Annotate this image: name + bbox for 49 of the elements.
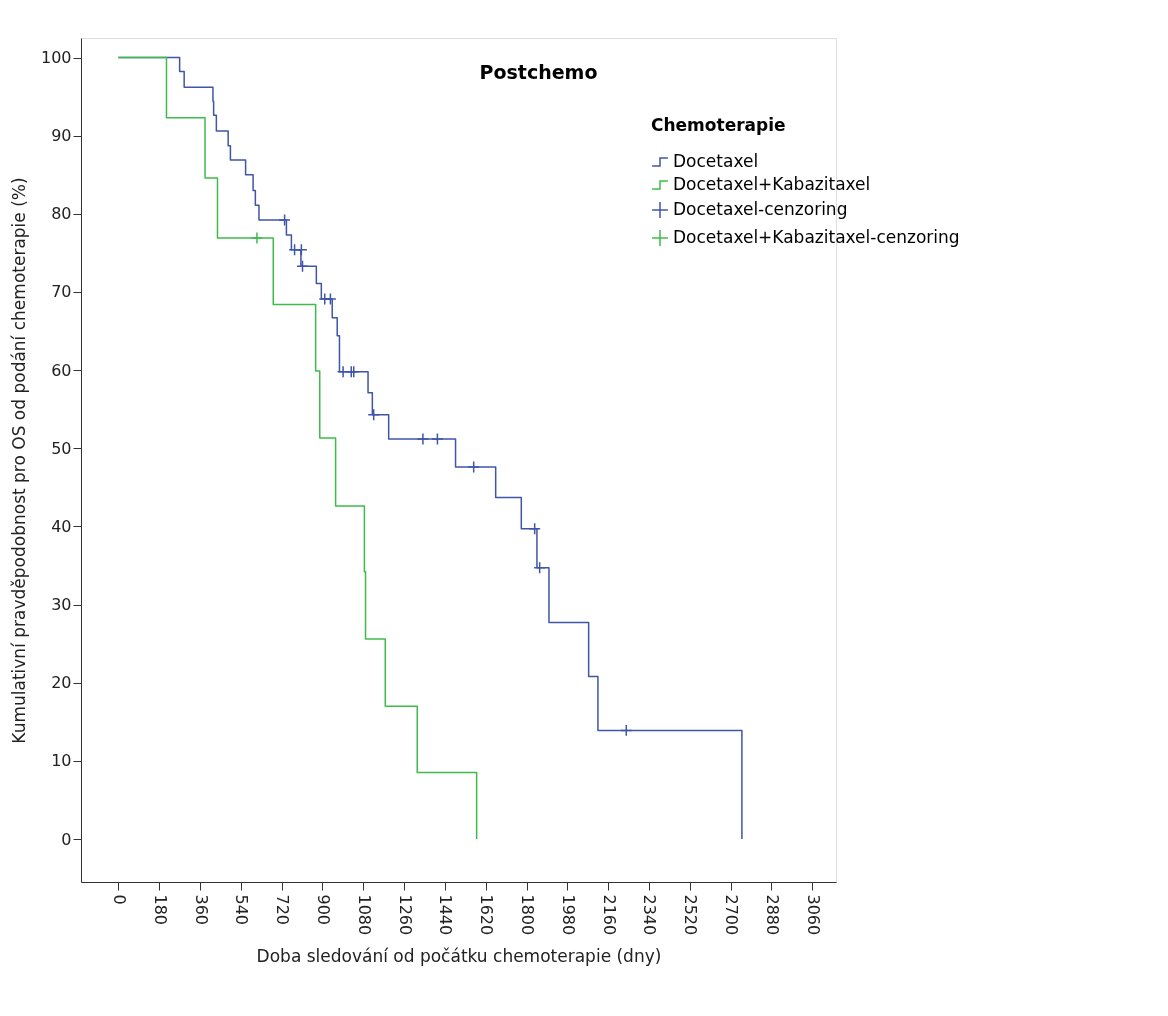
x-tick-label: 3060 [803, 894, 823, 936]
text: Postchemo [479, 61, 598, 83]
x-tick-label: 900 [313, 894, 333, 926]
point [620, 724, 633, 737]
legend-label: Docetaxel [673, 151, 759, 171]
y-tick-label: 60 [51, 360, 72, 380]
y-tick-label: 50 [51, 438, 72, 458]
point [467, 460, 480, 474]
point [367, 408, 380, 421]
x-tick-label: 1080 [354, 894, 374, 936]
x-tick-label: 720 [273, 894, 293, 926]
x-tick-label: 2520 [681, 894, 701, 936]
y-tick-label: 90 [51, 126, 72, 146]
y-tick-label: 100 [40, 48, 72, 68]
x-tick-label: 2340 [640, 894, 660, 936]
point [278, 213, 291, 227]
legend-label: Docetaxel-cenzoring [673, 199, 848, 219]
x-tick-label: 0 [109, 894, 129, 905]
point [416, 432, 430, 446]
y-axis-title: Kumulativní pravděpodobnost pro OS od podání chemoterapie (%) [8, 177, 29, 744]
y-tick-label: 10 [51, 751, 72, 771]
point [324, 292, 337, 306]
x-tick-label: 2700 [722, 894, 742, 936]
x-tick-label: 1980 [558, 894, 578, 936]
y-tick-label: 40 [51, 516, 72, 536]
point [431, 432, 444, 446]
legend-title: Chemoterapie [651, 115, 786, 135]
point [533, 561, 546, 575]
x-tick-label: 1800 [518, 894, 538, 936]
y-tick-label: 20 [51, 673, 72, 693]
point [250, 231, 264, 245]
x-tick-label: 2160 [599, 894, 619, 936]
y-tick-label: 70 [51, 282, 72, 302]
y-tick-label: 0 [61, 829, 72, 849]
x-axis-title: Doba sledování od počátku chemoterapie (dny) [256, 946, 662, 967]
point [295, 243, 308, 257]
y-tick-label: 30 [51, 595, 72, 615]
point [528, 522, 541, 535]
y-tick-label: 80 [51, 204, 72, 224]
x-tick-label: 1260 [395, 894, 415, 936]
x-tick-label: 1440 [436, 894, 456, 936]
x-tick-label: 1620 [477, 894, 497, 936]
legend-label: Docetaxel+Kabazitaxel [673, 174, 871, 194]
legend-label: Docetaxel+Kabazitaxel-cenzoring [673, 227, 960, 247]
x-tick-label: 2880 [762, 894, 782, 936]
x-tick-label: 180 [150, 894, 170, 926]
x-tick-label: 540 [232, 894, 252, 926]
point [296, 259, 309, 273]
x-tick-label: 360 [191, 894, 211, 926]
